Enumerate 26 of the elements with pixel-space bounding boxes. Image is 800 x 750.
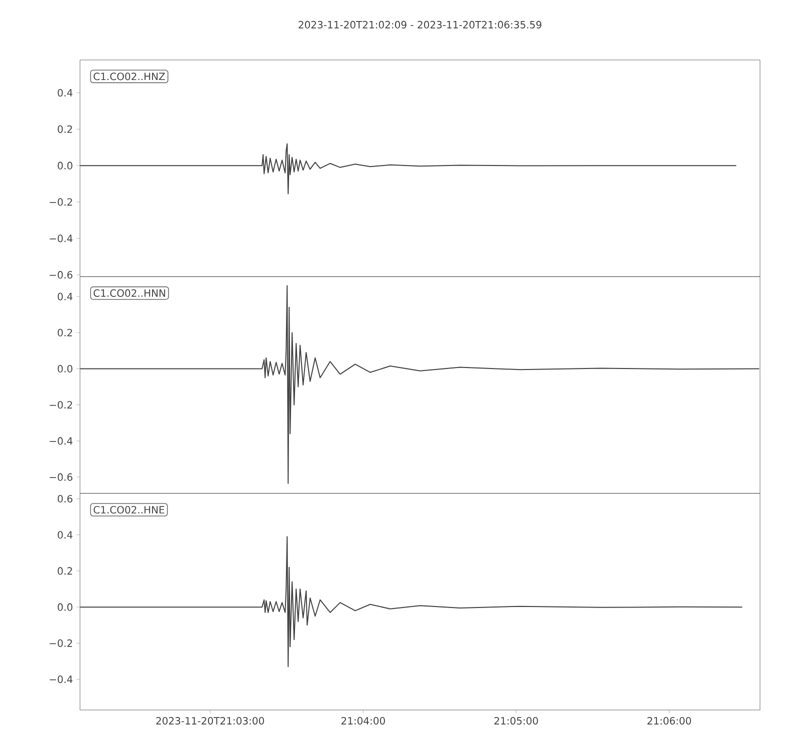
annotation: C1.CO02..HNN [94, 289, 166, 297]
annotation: C1.CO02..HNE [94, 506, 164, 514]
annotation: C1.CO02..HNZ [94, 72, 165, 80]
y-tick-label: −0.2 [50, 639, 72, 647]
y-tick-label: −0.6 [50, 271, 72, 279]
y-tick-label: −0.4 [50, 437, 72, 445]
y-tick-label: −0.2 [50, 198, 72, 206]
y-tick-label: 0.0 [58, 364, 72, 373]
y-tick-label: 0.0 [58, 162, 72, 170]
x-tick-label: 2023-11-20T21:03:00 [156, 717, 264, 725]
x-tick-label: 21:06:00 [647, 717, 691, 725]
y-tick-label: −0.6 [50, 473, 72, 481]
y-tick-label: 0.2 [58, 328, 72, 336]
x-tick-label: 21:05:00 [494, 717, 538, 725]
y-tick-label: 0.0 [58, 603, 72, 611]
y-tick-label: −0.4 [50, 676, 72, 684]
y-tick-label: 0.4 [58, 292, 72, 300]
y-tick-label: −0.4 [50, 234, 72, 242]
y-tick-label: 0.2 [58, 125, 72, 133]
y-tick-label: −0.2 [50, 401, 72, 409]
y-tick-label: 0.2 [58, 567, 72, 575]
y-tick-label: 0.4 [58, 531, 72, 539]
chart-title: 2023-11-20T21:02:09 - 2023-11-20T21:06:35.59 [298, 20, 542, 28]
x-tick-label: 21:04:00 [341, 717, 385, 725]
y-tick-label: 0.4 [58, 88, 72, 97]
y-tick-label: 0.6 [58, 494, 72, 503]
